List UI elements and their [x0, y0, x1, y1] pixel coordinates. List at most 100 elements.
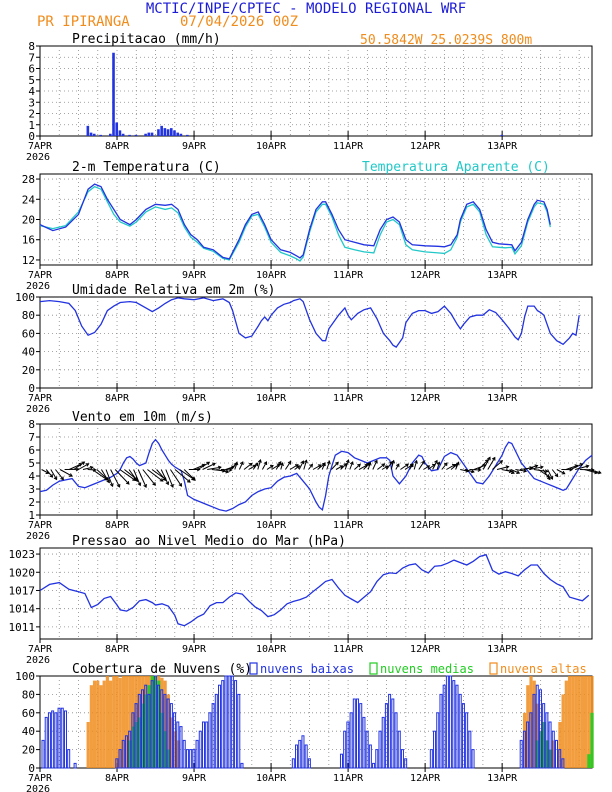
wind-arrow [455, 462, 460, 470]
x-tick-label: 8APR [105, 773, 130, 784]
series-line [39, 185, 551, 262]
wind-arrow-head [60, 476, 64, 481]
header-run: 07/04/2026 00Z [180, 14, 298, 30]
cloud-bar-low [404, 758, 408, 769]
wind-arrow [137, 469, 147, 488]
cloud-bar-low [140, 689, 145, 769]
wind-arrow-head [374, 459, 378, 464]
y-tick-label: 1020 [9, 566, 36, 579]
y-tick-label: 80 [22, 688, 35, 701]
wind-arrow-head [225, 469, 230, 474]
cloud-bar-high [587, 676, 591, 768]
wind-arrow-head [384, 465, 389, 470]
cloud-bar-low [295, 744, 299, 769]
wind-arrow [257, 459, 262, 470]
x-tick-label: 13APR [487, 270, 518, 281]
cloud-bar-low [153, 675, 157, 769]
wind-arrow-head [277, 460, 282, 465]
wind-arrow [331, 461, 339, 470]
cloud-bar-low [429, 749, 433, 769]
wind-arrow-head [269, 464, 274, 469]
cloud-bar-low [554, 739, 559, 769]
cloud-bar-high [89, 685, 93, 768]
cloud-bar-low [163, 693, 167, 769]
cloud-bar-low [121, 739, 125, 769]
cloud-bar-low [160, 689, 164, 769]
precip-bar [112, 52, 115, 136]
cloud-bar-low [397, 730, 401, 769]
cloud-bar-mid [542, 722, 546, 768]
wind-arrow-head [487, 456, 491, 461]
wind-arrow [312, 464, 322, 470]
wind-arrow [147, 469, 164, 482]
precip-bar [121, 133, 125, 136]
wind-arrow-head [165, 481, 170, 486]
cloud-bar-low [545, 712, 549, 769]
wind-arrow [229, 463, 238, 470]
cloud-bar-low [144, 684, 148, 769]
x-tick-label: 11APR [333, 141, 364, 152]
precip-bar [186, 134, 189, 136]
wind-arrow [450, 463, 458, 470]
wind-arrow [556, 469, 565, 475]
y-tick-label: 20 [22, 214, 35, 227]
panel-title: Precipitacao (mm/h) [72, 32, 221, 47]
panel-title: Umidade Relativa em 2m (%) [72, 283, 276, 298]
y-tick-label: 24 [22, 193, 36, 206]
x-tick-label: 10APR [256, 644, 287, 655]
wind-arrow-head [443, 462, 448, 467]
cloud-bar-low [458, 693, 462, 769]
cloud-bar-high [526, 685, 530, 768]
wind-arrow [87, 469, 96, 471]
cloud-bar-low [195, 739, 199, 769]
x-tick-label: 13APR [487, 773, 518, 784]
cloud-bar-low [455, 684, 459, 769]
cloud-bar-high [125, 676, 129, 768]
wind-arrow [252, 462, 259, 470]
wind-arrow-head [170, 483, 174, 488]
cloud-bar-low [529, 712, 533, 769]
y-tick-label: 0 [28, 130, 35, 143]
wind-arrow-head [109, 483, 114, 488]
wind-arrow [377, 463, 385, 470]
y-tick-label: 5 [28, 74, 35, 87]
cloud-bar-low [47, 712, 51, 769]
legend-label: nuvens medias [380, 662, 474, 676]
wind-arrow-head [544, 469, 549, 474]
cloud-bar-low [526, 721, 530, 769]
cloud-bar-high [166, 694, 170, 768]
cloud-bar-low [339, 753, 343, 769]
cloud-bar-low [60, 707, 64, 769]
cloud-bar-low [365, 730, 369, 769]
wind-arrow-head [240, 461, 244, 466]
wind-arrow [59, 469, 73, 477]
wind-arrow [303, 460, 307, 470]
cloud-bar-low [301, 735, 305, 769]
wind-arrow-head [152, 482, 156, 486]
wind-arrow [50, 469, 58, 480]
wind-arrow [78, 463, 89, 470]
wind-arrow [575, 465, 589, 470]
wind-arrow-head [106, 479, 110, 484]
cloud-bar-high [115, 676, 119, 768]
wind-arrow-head [357, 463, 361, 468]
wind-arrow [156, 469, 167, 481]
y-tick-label: 2 [28, 108, 35, 121]
precip-bar [134, 134, 138, 136]
wind-arrow [400, 463, 409, 470]
y-tick-label: 6 [28, 63, 35, 76]
y-tick-label: 1014 [9, 603, 36, 616]
wind-arrow-head [395, 463, 400, 468]
wind-arrow-head [539, 465, 544, 470]
x-tick-label: 9APR [182, 773, 207, 784]
x-tick-label: 10APR [256, 141, 287, 152]
wind-arrow [179, 469, 195, 481]
cloud-bar-low [561, 758, 565, 769]
wind-arrow-head [523, 468, 528, 473]
wind-arrow-head [186, 479, 191, 483]
wind-arrow [372, 460, 378, 470]
wind-arrow [524, 465, 538, 470]
cloud-bar-high [131, 676, 135, 768]
x-tick-label: 7APR [28, 773, 53, 784]
